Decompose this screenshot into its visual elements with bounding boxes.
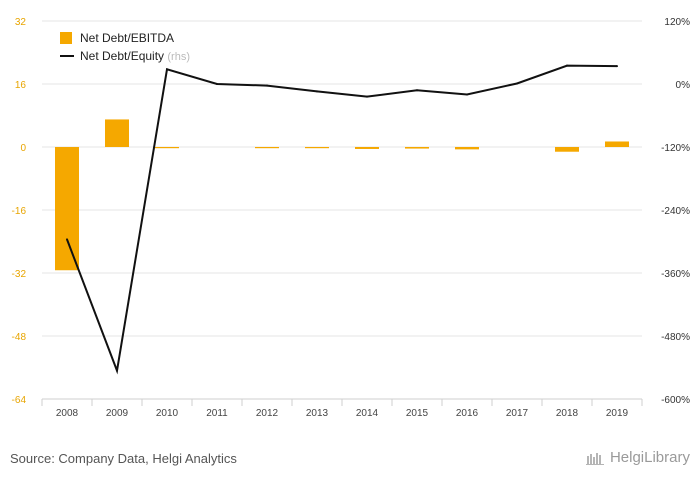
line-point xyxy=(166,68,168,71)
right-tick-label: 0% xyxy=(676,80,691,91)
bar xyxy=(105,119,129,147)
legend-label-line-name: Net Debt/Equity xyxy=(80,49,167,63)
bar xyxy=(605,141,629,147)
line-point xyxy=(116,369,118,372)
brand-name: HelgiLibrary xyxy=(609,449,690,466)
left-tick-label: 32 xyxy=(15,17,27,28)
x-tick-label: 2010 xyxy=(156,408,179,419)
right-tick-label: -600% xyxy=(661,395,690,406)
series-line xyxy=(66,64,618,375)
legend-label-bar: Net Debt/EBITDA xyxy=(80,31,174,45)
left-tick-label: -64 xyxy=(12,395,27,406)
right-tick-label: -240% xyxy=(661,206,690,217)
bar xyxy=(405,147,429,149)
bar xyxy=(305,147,329,149)
left-tick-label: 16 xyxy=(15,80,27,91)
bar xyxy=(155,147,179,149)
left-tick-label: -48 xyxy=(12,332,27,343)
bar xyxy=(455,147,479,150)
legend-swatch-bar xyxy=(60,32,72,44)
library-icon xyxy=(585,452,604,465)
line-point xyxy=(216,83,218,85)
legend-label-line-suffix: (rhs) xyxy=(167,51,190,63)
line-point xyxy=(516,82,518,85)
source-note: Source: Company Data, Helgi Analytics xyxy=(10,451,237,466)
left-tick-label: -32 xyxy=(12,269,27,280)
bar xyxy=(255,147,279,149)
bar xyxy=(55,147,79,271)
line-point xyxy=(416,89,418,92)
left-tick-label: -16 xyxy=(12,206,27,217)
right-tick-label: 120% xyxy=(664,17,690,28)
line-point xyxy=(466,93,468,96)
right-tick-label: -120% xyxy=(661,143,690,154)
bar xyxy=(555,147,579,152)
line-point xyxy=(366,95,368,98)
x-tick-label: 2019 xyxy=(606,408,629,419)
legend-label-line: Net Debt/Equity (rhs) xyxy=(80,49,190,63)
line-point xyxy=(616,65,618,68)
x-tick-label: 2008 xyxy=(56,408,79,419)
x-tick-label: 2013 xyxy=(306,408,329,419)
line-point xyxy=(266,84,268,87)
left-tick-label: 0 xyxy=(20,143,26,154)
bar xyxy=(355,147,379,149)
line-point xyxy=(316,90,318,93)
x-tick-label: 2011 xyxy=(206,408,228,419)
right-tick-label: -360% xyxy=(661,269,690,280)
line-point xyxy=(566,64,568,67)
x-tick-label: 2018 xyxy=(556,408,579,419)
brand-logo: HelgiLibrary xyxy=(585,449,690,466)
right-tick-label: -480% xyxy=(661,332,690,343)
x-tick-label: 2015 xyxy=(406,408,429,419)
x-tick-label: 2017 xyxy=(506,408,529,419)
x-tick-label: 2009 xyxy=(106,408,129,419)
x-tick-label: 2016 xyxy=(456,408,479,419)
x-tick-label: 2012 xyxy=(256,408,279,419)
x-tick-label: 2014 xyxy=(356,408,379,419)
line-point xyxy=(66,238,68,241)
